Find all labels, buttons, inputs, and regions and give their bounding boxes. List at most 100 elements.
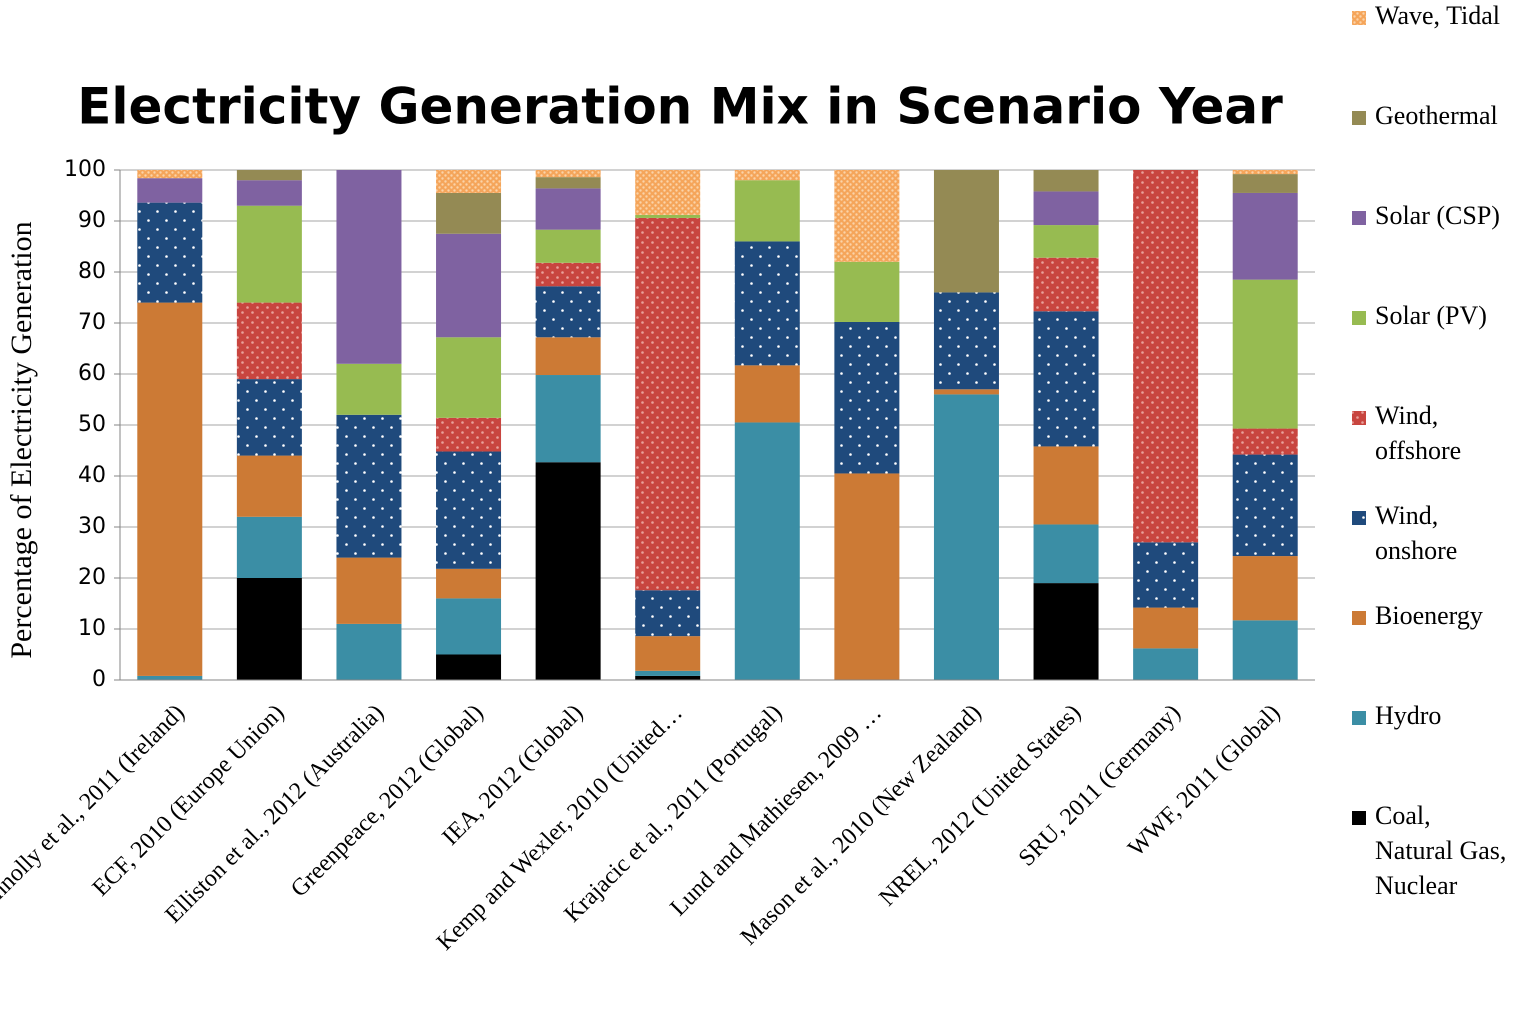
x-tick-label: Lund and Mathiesen, 2009 … <box>665 700 887 922</box>
bar-segment <box>336 623 402 680</box>
legend-swatch <box>1352 511 1366 525</box>
bar-segment <box>1232 174 1298 193</box>
legend-swatch <box>1352 811 1366 825</box>
legend-label: Solar (PV) <box>1375 301 1487 330</box>
bar-segment <box>236 180 302 206</box>
bar-segment <box>436 417 502 452</box>
bar-segment <box>834 473 900 680</box>
y-tick-label: 0 <box>92 667 106 692</box>
x-tick-label: SRU, 2011 (Germany) <box>1014 700 1186 872</box>
bar-segment <box>236 302 302 380</box>
legend-swatch <box>1352 111 1366 125</box>
y-axis-label: Percentage of Electricity Generation <box>5 221 38 658</box>
bar-segment <box>436 170 502 193</box>
bar-segment <box>734 170 800 181</box>
bar-segment <box>436 337 502 418</box>
y-tick-label: 60 <box>78 361 106 386</box>
bar-segment <box>436 192 502 234</box>
bar-segment <box>1232 192 1298 280</box>
legend-swatch <box>1352 11 1366 25</box>
legend-swatch <box>1352 311 1366 325</box>
bar-segment <box>635 670 701 676</box>
bar-segment <box>1033 311 1099 447</box>
bar-segment <box>236 379 302 456</box>
x-tick-label: Krajacic et al., 2011 (Portugal) <box>559 700 787 928</box>
legend-label: Coal, Natural Gas, Nuclear <box>1375 801 1506 900</box>
bar-segment <box>834 321 900 474</box>
bar-segment <box>137 170 203 179</box>
bar-segment <box>734 241 800 366</box>
bar-segment <box>535 229 601 263</box>
bar-segment <box>336 363 402 415</box>
bar-segment <box>734 422 800 680</box>
legend-label: Wind, offshore <box>1375 401 1461 465</box>
bar-segment <box>635 214 701 218</box>
bar-segment <box>1232 170 1298 175</box>
bar-segment <box>1133 170 1199 543</box>
bar-segment <box>734 365 800 423</box>
bar-segment <box>1232 428 1298 455</box>
bar-segment <box>137 302 203 676</box>
bar-segment <box>336 170 402 364</box>
y-tick-label: 70 <box>78 310 106 335</box>
bar-segment <box>535 170 601 178</box>
legend-label: Hydro <box>1375 701 1441 730</box>
bar-segment <box>436 451 502 569</box>
bar-segment <box>236 516 302 578</box>
bar-segment <box>535 375 601 463</box>
chart-title: Electricity Generation Mix in Scenario Y… <box>77 78 1283 136</box>
bar-segment <box>635 636 701 671</box>
bar-segment <box>436 598 502 655</box>
bar-segment <box>236 578 302 680</box>
bar-segment <box>1133 607 1199 649</box>
bar-segment <box>1033 170 1099 192</box>
bar-segment <box>1033 191 1099 226</box>
bar-segment <box>1133 648 1199 680</box>
y-tick-label: 40 <box>78 463 106 488</box>
bar-segment <box>436 233 502 338</box>
bar-segment <box>635 170 701 215</box>
x-tick-label: Greenpeace, 2012 (Global) <box>286 700 489 903</box>
bar-segment <box>933 292 999 390</box>
legend-swatch <box>1352 411 1366 425</box>
legend-swatch <box>1352 711 1366 725</box>
bar-segment <box>1232 620 1298 680</box>
bar-segment <box>137 178 203 203</box>
y-tick-label: 90 <box>78 208 106 233</box>
bar-segment <box>834 170 900 262</box>
bar-segment <box>635 217 701 591</box>
bar-segment <box>933 170 999 293</box>
bar-segment <box>1033 583 1099 680</box>
bar-segment <box>1232 556 1298 621</box>
bar-segment <box>834 261 900 322</box>
legend-label: Geothermal <box>1375 101 1498 130</box>
bar-segment <box>635 590 701 637</box>
bar-segment <box>137 675 203 680</box>
bar-segment <box>336 414 402 558</box>
bar-segment <box>635 675 701 680</box>
bar-segment <box>535 262 601 287</box>
bar-segment <box>734 180 800 242</box>
y-tick-label: 20 <box>78 565 106 590</box>
x-tick-label: ECF, 2010 (Europe Union) <box>88 700 290 902</box>
bar-segment <box>1033 446 1099 525</box>
x-tick-label: NREL, 2012 (United States) <box>875 700 1087 912</box>
bar-segment <box>137 202 203 303</box>
bar-segment <box>535 337 601 376</box>
legend-label: Bioenergy <box>1375 601 1483 630</box>
bar-segment <box>436 654 502 680</box>
y-tick-label: 80 <box>78 259 106 284</box>
y-tick-label: 30 <box>78 514 106 539</box>
bar-segment <box>236 205 302 303</box>
legend-label: Solar (CSP) <box>1375 201 1500 230</box>
bar-segment <box>1232 454 1298 557</box>
bar-segment <box>535 286 601 338</box>
y-tick-label: 50 <box>78 412 106 437</box>
bar-segment <box>535 188 601 230</box>
y-tick-label: 10 <box>78 616 106 641</box>
bar-segment <box>933 389 999 395</box>
bar-segment <box>535 177 601 189</box>
legend-swatch <box>1352 211 1366 225</box>
bar-segment <box>1033 225 1099 258</box>
